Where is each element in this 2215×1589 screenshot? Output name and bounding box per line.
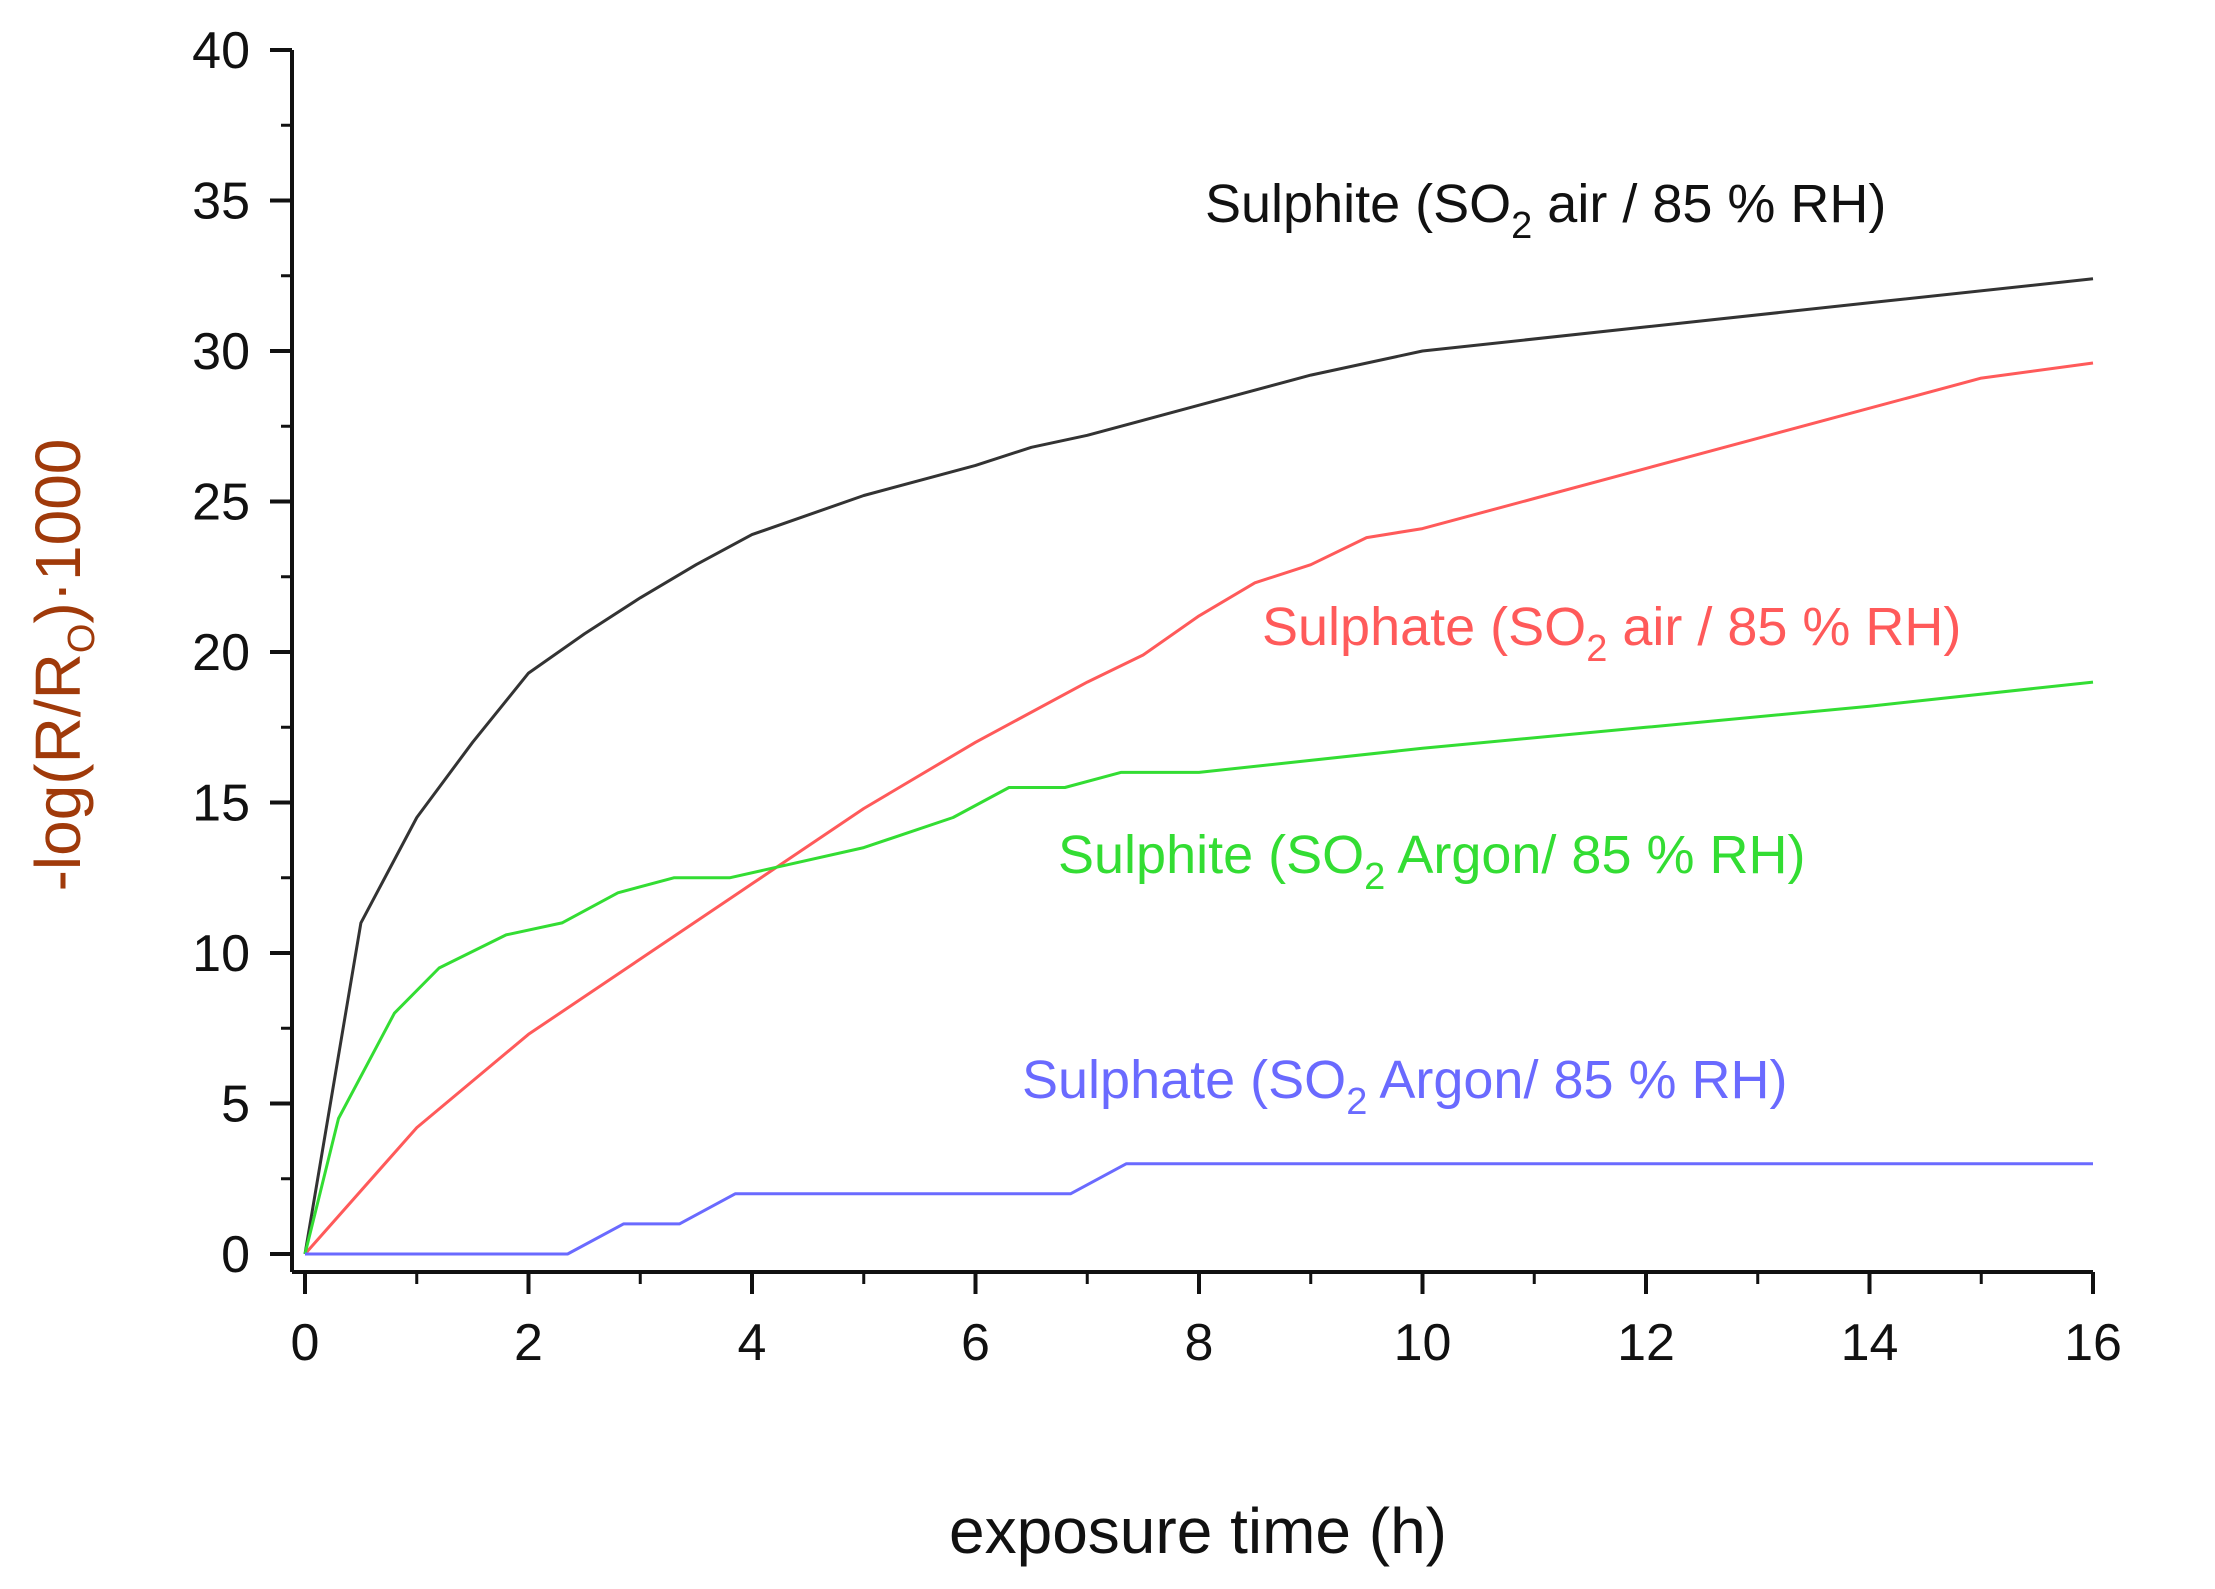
y-tick-label: 5 (221, 1076, 250, 1134)
y-tick-label: 15 (192, 775, 250, 833)
y-tick-label: 25 (192, 474, 250, 532)
series-label-sulphite-argon: Sulphite (SO2 Argon/ 85 % RH) (1058, 825, 1805, 898)
x-tick-label: 4 (738, 1314, 767, 1372)
series-labels: Sulphite (SO2 air / 85 % RH) Sulphate (S… (1022, 174, 1961, 1123)
y-tick-label: 20 (192, 624, 250, 682)
axes: 0 5 10 15 20 25 30 35 40 0 2 4 6 8 10 12 14 16 (192, 22, 2122, 1372)
y-tick-label: 35 (192, 173, 250, 231)
series-label-sulphate-air: Sulphate (SO2 air / 85 % RH) (1262, 597, 1961, 670)
x-tick-label: 6 (961, 1314, 990, 1372)
series-line-3 (305, 1162, 2093, 1256)
series-line-0 (303, 277, 2094, 1255)
x-tick-label: 16 (2064, 1314, 2122, 1372)
x-tick-label: 8 (1185, 1314, 1214, 1372)
y-tick-label: 30 (192, 323, 250, 381)
series-label-sulphite-air: Sulphite (SO2 air / 85 % RH) (1205, 174, 1886, 247)
y-axis-title-subscript: O (61, 624, 103, 654)
series-line-2 (303, 680, 2094, 1255)
x-tick-label: 0 (291, 1314, 320, 1372)
y-axis-title-prefix: -log(R/R (22, 653, 94, 891)
series-line-1 (303, 361, 2094, 1255)
y-tick-label: 40 (192, 22, 250, 80)
y-axis-title: -log(R/RO)·1000 (22, 439, 103, 892)
x-tick-label: 2 (514, 1314, 543, 1372)
x-tick-label: 12 (1617, 1314, 1675, 1372)
y-tick-label: 0 (221, 1226, 250, 1284)
series-layer (303, 277, 2094, 1256)
x-axis-title: exposure time (h) (949, 1495, 1447, 1567)
x-tick-label: 14 (1841, 1314, 1899, 1372)
series-label-sulphate-argon: Sulphate (SO2 Argon/ 85 % RH) (1022, 1050, 1788, 1123)
y-tick-label: 10 (192, 925, 250, 983)
y-axis-title-suffix: )·1000 (22, 439, 94, 624)
x-tick-label: 10 (1394, 1314, 1452, 1372)
